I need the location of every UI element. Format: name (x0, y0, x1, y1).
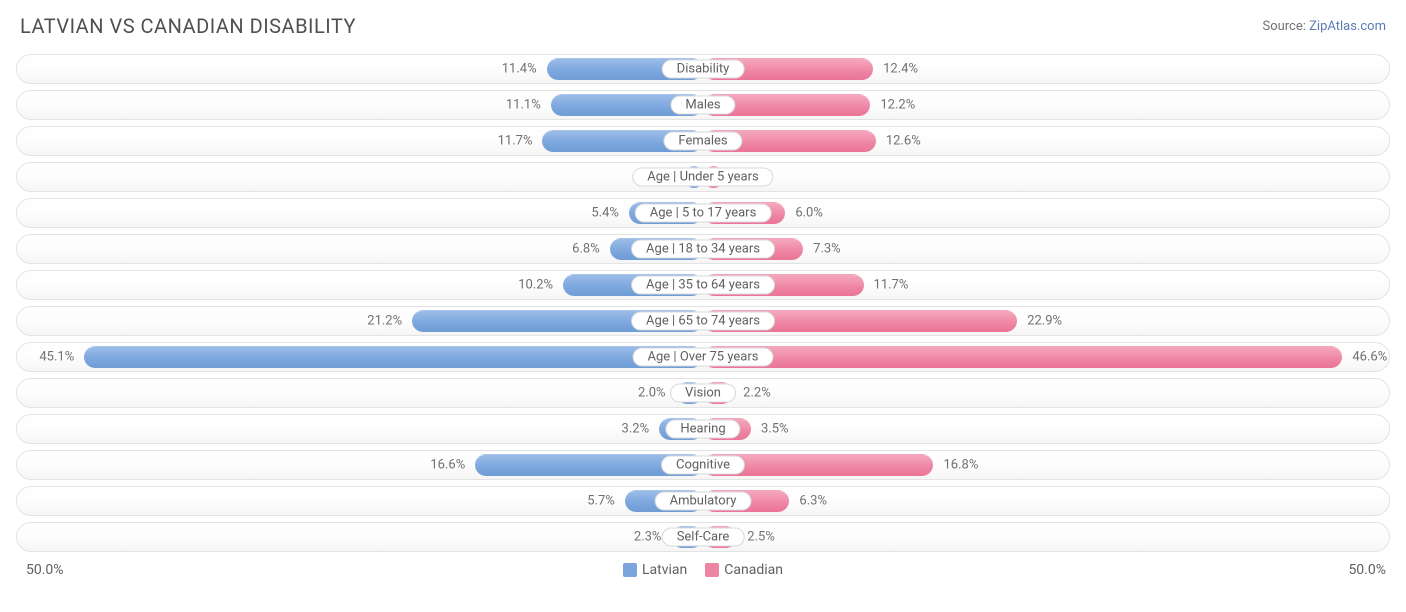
bar-category-label: Age | 5 to 17 years (635, 204, 772, 223)
chart-header: LATVIAN VS CANADIAN DISABILITY Source: Z… (0, 0, 1406, 48)
value-right: 12.2% (880, 98, 915, 113)
bar-category-label: Males (670, 96, 735, 115)
bar-category-label: Ambulatory (655, 492, 752, 511)
bar-category-label: Cognitive (661, 456, 745, 475)
source-prefix: Source: (1262, 19, 1309, 34)
value-right: 12.6% (886, 134, 921, 149)
bar-category-label: Age | 65 to 74 years (631, 312, 775, 331)
value-right: 11.7% (874, 278, 909, 293)
legend-swatch-left (623, 563, 637, 577)
value-left: 5.7% (587, 494, 615, 509)
value-left: 21.2% (367, 314, 402, 329)
axis-left-label: 50.0% (26, 562, 64, 578)
value-left: 16.6% (430, 458, 465, 473)
bar-row: 21.2% 22.9% Age | 65 to 74 years (16, 306, 1390, 336)
bar-row: 11.4% 12.4% Disability (16, 54, 1390, 84)
bar-right (703, 346, 1342, 368)
bar-row: 11.7% 12.6% Females (16, 126, 1390, 156)
bar-row: 10.2% 11.7% Age | 35 to 64 years (16, 270, 1390, 300)
bar-row: 1.3%1.5%Age | Under 5 years (16, 162, 1390, 192)
bar-category-label: Age | 35 to 64 years (631, 276, 775, 295)
legend-left-label: Latvian (642, 562, 687, 578)
bar-row: 2.3% 2.5%Self-Care (16, 522, 1390, 552)
bar-category-label: Self-Care (662, 528, 745, 547)
source-attribution: Source: ZipAtlas.com (1262, 19, 1386, 34)
value-left: 11.1% (506, 98, 541, 113)
bar-category-label: Age | Under 5 years (632, 168, 773, 187)
value-left: 2.3% (634, 530, 662, 545)
value-right: 46.6% (1352, 350, 1387, 365)
legend-left: Latvian (623, 562, 687, 578)
axis-right-label: 50.0% (1348, 562, 1386, 578)
value-left: 3.2% (622, 422, 650, 437)
value-left: 10.2% (518, 278, 553, 293)
value-right: 16.8% (943, 458, 978, 473)
legend: Latvian Canadian (623, 562, 783, 578)
value-left: 6.8% (572, 242, 600, 257)
legend-swatch-right (705, 563, 719, 577)
chart-footer: 50.0% Latvian Canadian 50.0% (0, 558, 1406, 578)
value-right: 12.4% (883, 62, 918, 77)
bar-row: 3.2% 3.5% Hearing (16, 414, 1390, 444)
legend-right: Canadian (705, 562, 783, 578)
bar-row: 5.7% 6.3% Ambulatory (16, 486, 1390, 516)
bar-row: 5.4% 6.0% Age | 5 to 17 years (16, 198, 1390, 228)
bar-row: 2.0% 2.2% Vision (16, 378, 1390, 408)
value-left: 2.0% (638, 386, 666, 401)
bar-category-label: Age | Over 75 years (633, 348, 774, 367)
chart-area: 11.4% 12.4% Disability 11.1% 12.2% Males 11.7%… (0, 48, 1406, 552)
value-right: 3.5% (761, 422, 789, 437)
value-left: 5.4% (591, 206, 619, 221)
value-left: 11.7% (498, 134, 533, 149)
bar-left (84, 346, 703, 368)
value-right: 6.3% (799, 494, 827, 509)
value-left: 45.1% (39, 350, 74, 365)
bar-category-label: Vision (670, 384, 736, 403)
bar-category-label: Females (663, 132, 742, 151)
bar-category-label: Hearing (665, 420, 740, 439)
legend-right-label: Canadian (724, 562, 783, 578)
chart-title: LATVIAN VS CANADIAN DISABILITY (20, 14, 356, 38)
bar-row: 16.6% 16.8% Cognitive (16, 450, 1390, 480)
bar-category-label: Disability (662, 60, 745, 79)
value-right: 22.9% (1027, 314, 1062, 329)
bar-row: 45.1% 46.6% Age | Over 75 years (16, 342, 1390, 372)
value-right: 7.3% (813, 242, 841, 257)
value-right: 2.2% (743, 386, 771, 401)
value-right: 2.5% (747, 530, 775, 545)
bar-category-label: Age | 18 to 34 years (631, 240, 775, 259)
value-right: 6.0% (795, 206, 823, 221)
bar-row: 6.8% 7.3% Age | 18 to 34 years (16, 234, 1390, 264)
bar-row: 11.1% 12.2% Males (16, 90, 1390, 120)
source-link[interactable]: ZipAtlas.com (1309, 19, 1386, 34)
value-left: 11.4% (502, 62, 537, 77)
